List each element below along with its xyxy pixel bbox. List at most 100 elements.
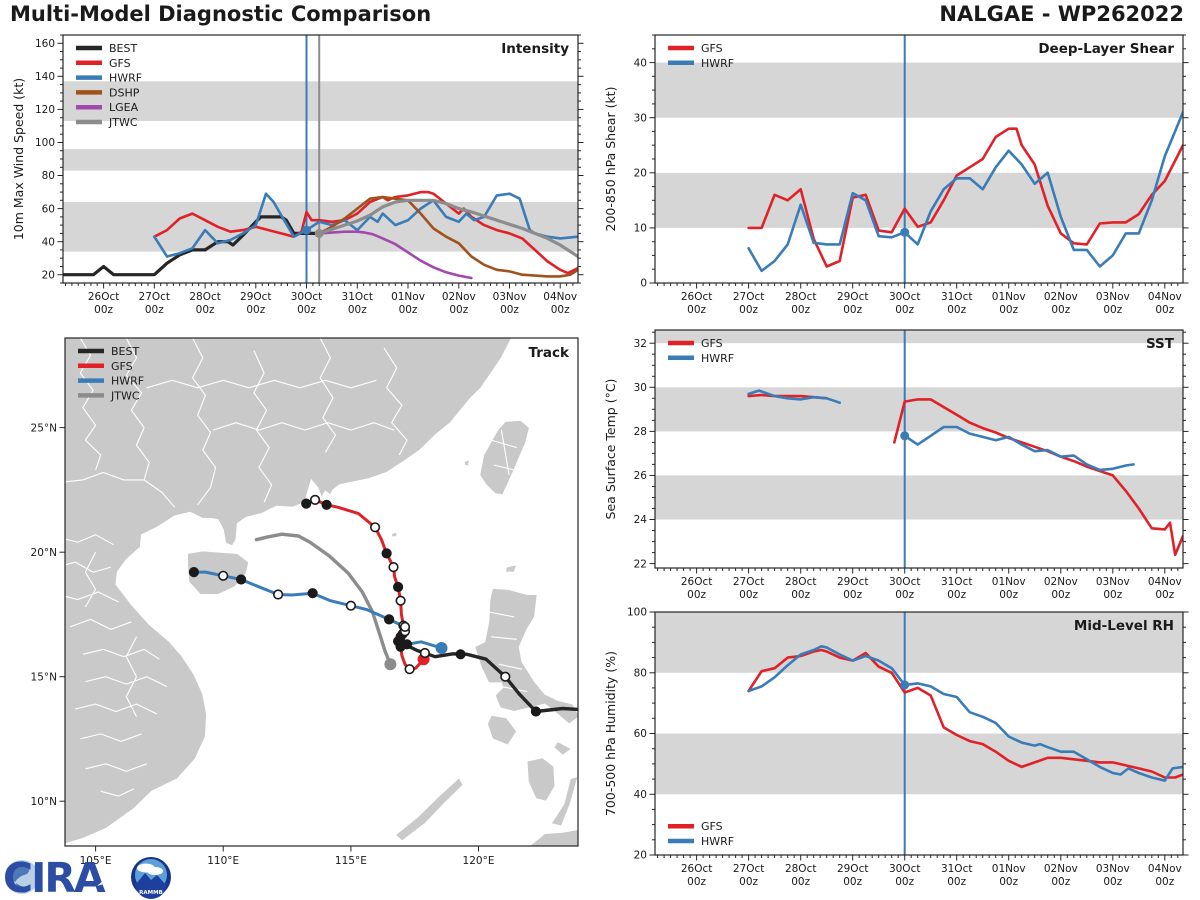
y-tick: 40 [634, 789, 647, 801]
cira-wordmark: CIRA [3, 854, 106, 900]
y-tick: 100 [35, 137, 55, 149]
x-tick-day: 02Nov [1044, 863, 1078, 875]
legend-label: GFS [701, 337, 723, 350]
panel-rh: 26Oct00z27Oct00z28Oct00z29Oct00z30Oct00z… [603, 607, 1189, 888]
track-marker [401, 639, 413, 650]
track-marker [393, 581, 404, 593]
legend-label: GFS [109, 57, 131, 70]
y-tick: 60 [42, 203, 55, 215]
x-tick-day: 29Oct [240, 291, 272, 303]
map-x-tick: 120°E [463, 855, 495, 867]
panel-shear: 26Oct00z27Oct00z28Oct00z29Oct00z30Oct00z… [603, 34, 1189, 316]
init-dot [314, 228, 324, 238]
panel-label: Track [529, 345, 570, 361]
x-tick-hour: 00z [399, 304, 418, 316]
series-shear-GFS [747, 127, 1183, 268]
x-tick-day: 31Oct [941, 576, 973, 588]
x-tick-hour: 00z [1155, 589, 1174, 601]
track-JTWC [254, 532, 393, 666]
x-tick-hour: 00z [449, 304, 468, 316]
x-tick-hour: 00z [1051, 304, 1070, 316]
track-marker [310, 494, 321, 506]
track-init-JTWC [384, 658, 397, 671]
track-GFS [304, 498, 426, 672]
y-tick: 24 [634, 514, 648, 526]
x-tick-hour: 00z [551, 304, 570, 316]
x-tick-hour: 00z [843, 876, 862, 888]
panel-label: Deep-Layer Shear [1038, 41, 1174, 57]
legend-label: HWRF [111, 375, 144, 388]
x-tick-hour: 00z [843, 304, 862, 316]
x-tick-hour: 00z [687, 876, 706, 888]
track-marker [188, 566, 199, 578]
y-tick: 20 [634, 850, 647, 862]
series-intensity-HWRF [153, 192, 578, 258]
x-tick-hour: 00z [1051, 876, 1070, 888]
panel-label: Intensity [501, 41, 569, 57]
satellite-dish-icon [97, 879, 108, 886]
legend-label: DSHP [109, 86, 140, 99]
map-y-tick: 20°N [31, 547, 57, 559]
track-init-HWRF [435, 642, 448, 654]
x-tick-day: 01Nov [992, 863, 1026, 875]
x-tick-day: 29Oct [837, 576, 869, 588]
x-tick-day: 28Oct [189, 291, 221, 303]
legend-label: BEST [111, 345, 139, 358]
map-x-tick: 105°E [80, 855, 112, 867]
track-marker [381, 548, 392, 559]
y-axis-label: 200-850 hPa Shear (kt) [603, 87, 618, 232]
y-tick: 120 [35, 104, 55, 116]
y-tick: 20 [634, 168, 647, 180]
legend-label: LGEA [109, 101, 139, 114]
panel-sst: 26Oct00z27Oct00z28Oct00z29Oct00z30Oct00z… [603, 329, 1189, 601]
legend-label: GFS [701, 42, 723, 55]
panel-label: SST [1146, 336, 1175, 352]
track-marker [395, 595, 406, 606]
y-tick: 80 [42, 170, 55, 182]
y-tick: 40 [634, 57, 647, 69]
legend-label: HWRF [109, 72, 142, 85]
track-marker [384, 614, 395, 625]
x-tick-day: 02Nov [442, 291, 476, 303]
x-tick-hour: 00z [1103, 304, 1122, 316]
map-y-tick: 10°N [31, 796, 57, 808]
series-shear-HWRF [747, 110, 1183, 273]
x-tick-hour: 00z [947, 589, 966, 601]
x-tick-day: 27Oct [733, 291, 765, 303]
track-marker [419, 647, 431, 659]
legend-label: GFS [701, 820, 723, 833]
track-marker [500, 671, 511, 682]
y-axis-label: Sea Surface Temp (°C) [603, 379, 618, 520]
map-y-tick: 15°N [31, 671, 57, 683]
legend: GFS HWRF [668, 820, 734, 848]
y-tick: 60 [634, 728, 647, 740]
x-tick-hour: 00z [791, 589, 810, 601]
x-tick-day: 02Nov [1044, 576, 1078, 588]
x-tick-hour: 00z [297, 304, 316, 316]
mountains-icon [136, 873, 165, 884]
init-dot [900, 227, 910, 237]
x-tick-day: 27Oct [733, 863, 765, 875]
track-marker [301, 498, 312, 509]
x-tick-day: 26Oct [681, 291, 713, 303]
cloud-icon-2 [147, 867, 163, 875]
y-tick: 28 [634, 426, 647, 438]
series-intensity-DSHP [317, 195, 578, 278]
x-tick-day: 27Oct [139, 291, 171, 303]
x-tick-day: 04Nov [1148, 291, 1182, 303]
globe-land [10, 863, 30, 882]
y-axis-label: 700-500 hPa Humidity (%) [603, 651, 618, 816]
x-tick-day: 01Nov [992, 291, 1026, 303]
x-tick-hour: 00z [947, 304, 966, 316]
panel-label: Mid-Level RH [1074, 618, 1174, 634]
x-tick-day: 31Oct [941, 863, 973, 875]
y-tick: 0 [640, 278, 647, 290]
track-marker [393, 636, 404, 647]
x-tick-hour: 00z [739, 304, 758, 316]
legend: GFS HWRF [668, 42, 734, 70]
panel-track-map: 105°E 110°E 115°E 120°E 10°N 15°N 20°N 25°N BEST… [31, 337, 579, 867]
x-tick-hour: 00z [843, 589, 862, 601]
track-marker [455, 649, 466, 660]
